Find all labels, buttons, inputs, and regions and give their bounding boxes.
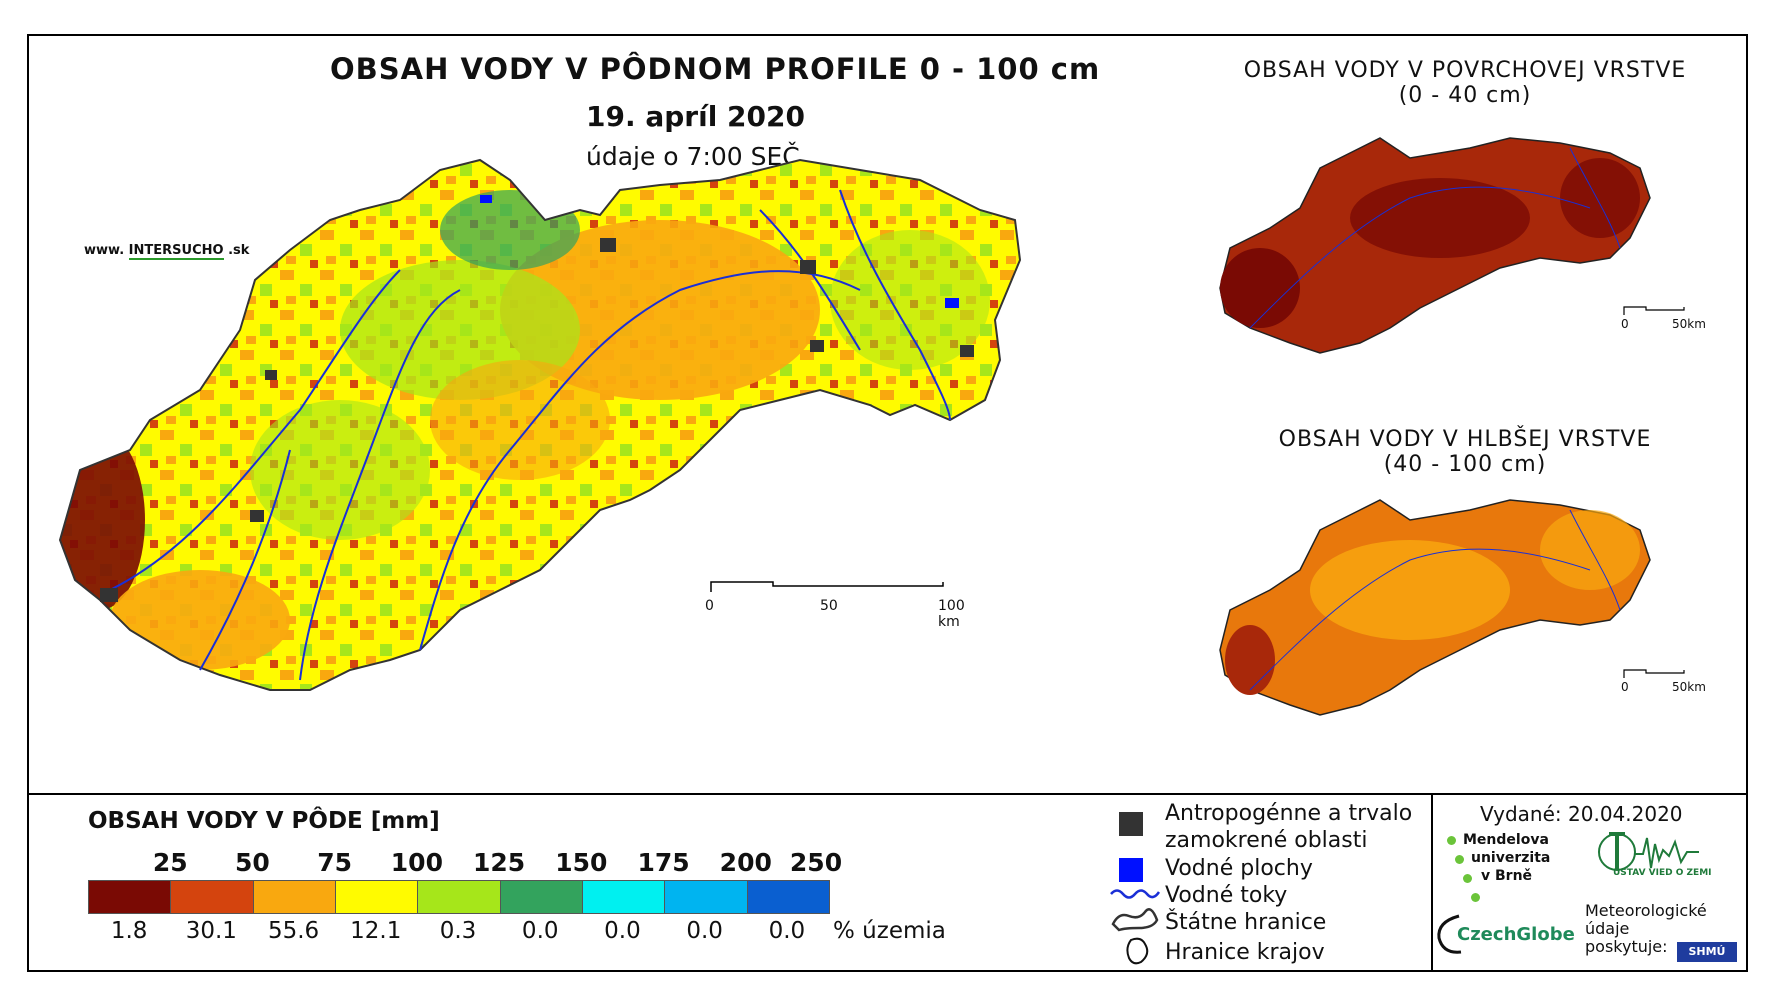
seismograph-icon [1598,832,1699,871]
surface-map [1219,137,1651,354]
legend-bin-3 [335,881,419,913]
main-title: OBSAH VODY V PÔDNOM PROFILE 0 - 100 cm [330,52,1101,86]
legend-column-divider [1431,795,1433,972]
legend-threshold-2: 75 [317,848,353,877]
key-rivers: Vodné toky [1165,883,1288,908]
legend-percent-unit: % územia [833,918,946,944]
main-scale-tick-1: 50 [820,598,838,614]
key-region-border: Hranice krajov [1165,940,1325,965]
legend-percent-7: 0.0 [686,918,723,944]
mendel-logo: Mendelova univerzita v Brně [1445,830,1565,910]
legend-percent-0: 1.8 [110,918,148,944]
legend-threshold-5: 150 [555,848,608,877]
legend-threshold-3: 100 [390,848,443,877]
water-swatch [1119,858,1143,882]
legend-divider [27,793,1748,795]
legend-threshold-7: 200 [719,848,772,877]
main-map [58,158,1022,691]
ustav-logo: ÚSTAV VIED O ZEMI [1595,830,1715,890]
main-scale-line [710,581,944,592]
legend-bin-8 [747,881,829,913]
meteo-credit: Meteorologické údaje poskytuje: SHMÚ [1585,902,1745,972]
legend-title: OBSAH VODY V PÔDE [mm] [88,808,440,834]
legend-percent-8: 0.0 [768,918,806,944]
surface-scale-bar: 0 50km [1618,305,1718,335]
legend-percent-5: 0.0 [521,918,559,944]
map-date: 19. apríl 2020 [586,100,805,133]
legend-percent-6: 0.0 [604,918,641,944]
legend-bin-5 [500,881,583,913]
legend-percents: 1.8 30.1 55.6 12.1 0.3 0.0 0.0 0.0 0.0 [88,918,828,948]
legend-threshold-0: 25 [152,848,188,877]
key-anthropogenic-line1: Antropogénne a trvalo [1165,801,1413,826]
shmu-logo: SHMÚ [1677,942,1737,962]
surface-map-title: OBSAH VODY V POVRCHOVEJ VRSTVE (0 - 40 c… [1243,58,1687,108]
key-state-border: Štátne hranice [1165,910,1327,935]
credits-logos: Mendelova univerzita v Brně ÚSTAV VIED O… [1435,830,1745,970]
legend-threshold-1: 50 [235,848,270,877]
legend-bin-0 [89,881,172,913]
anthropogenic-swatch [1119,812,1143,836]
legend-bin-4 [418,881,501,913]
czechglobe-logo: CzechGlobe [1435,912,1585,962]
main-scale-tick-2: 100 km [938,598,965,630]
deep-map-title: OBSAH VODY V HLBŠEJ VRSTVE (40 - 100 cm) [1278,427,1652,477]
legend-bin-7 [665,881,748,913]
legend-threshold-4: 125 [473,848,526,877]
key-water-bodies: Vodné plochy [1165,856,1313,881]
legend-color-bins [88,880,830,914]
deep-scale-bar: 0 50km [1618,668,1718,698]
legend-percent-2: 55.6 [267,918,320,944]
legend-bin-1 [171,881,254,913]
legend-percent-4: 0.3 [439,918,477,944]
main-scale-bar: 0 50 100 km [700,578,980,630]
key-anthropogenic-line2: zamokrené oblasti [1165,828,1368,853]
legend-thresholds: 25 50 75 100 125 150 175 200 250 [88,848,842,878]
legend-percent-1: 30.1 [185,918,237,944]
deep-map [1219,499,1651,716]
river-line-icon [1110,889,1161,899]
state-border-icon [1111,908,1159,932]
legend-bin-6 [582,881,666,913]
map-time: údaje o 7:00 SEČ [586,142,800,171]
main-scale-tick-0: 0 [705,598,714,614]
legend-percent-3: 12.1 [350,918,402,944]
legend-bin-2 [253,881,336,913]
legend-threshold-8: 250 [789,848,843,877]
region-border-icon [1126,937,1149,965]
issued-date: Vydané: 20.04.2020 [1480,802,1683,826]
website-link[interactable]: www. INTERSUCHO .sk [84,243,250,260]
legend-threshold-6: 175 [637,848,690,877]
